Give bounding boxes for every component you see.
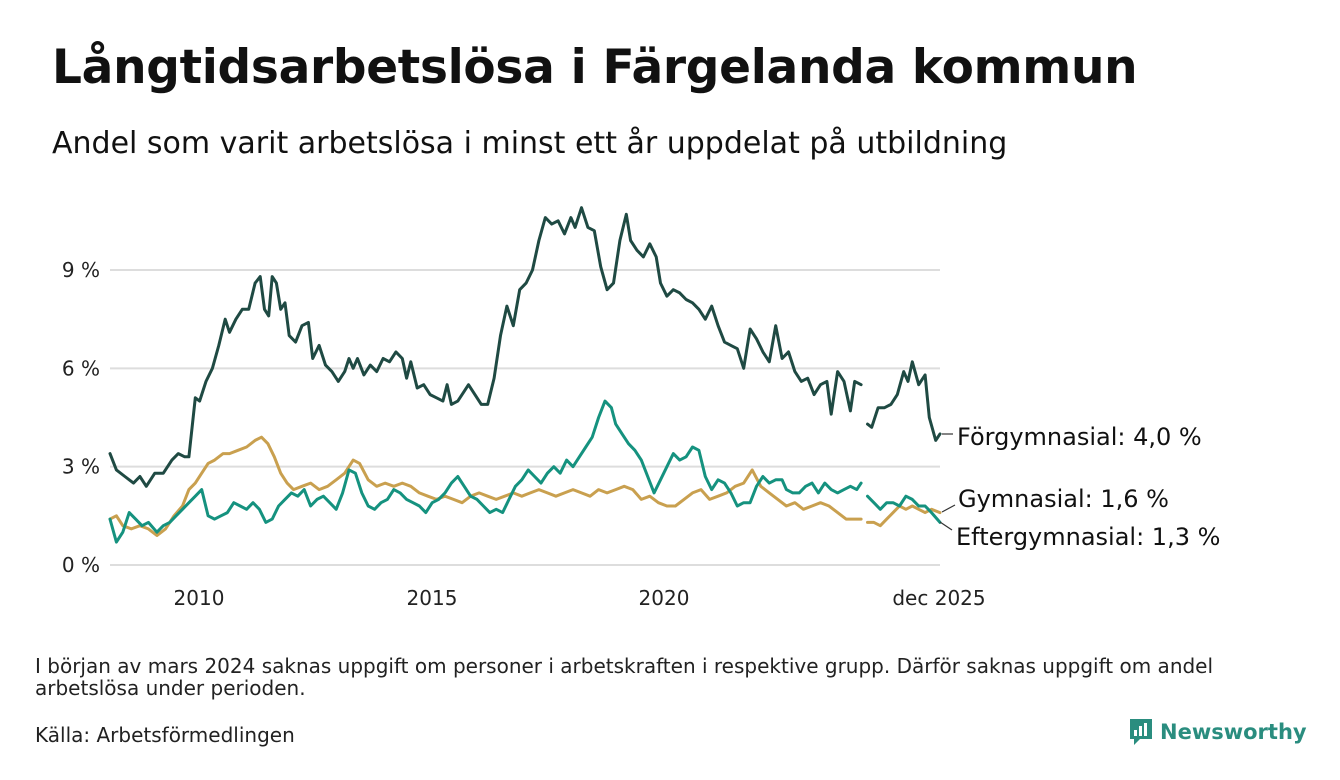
line-gymnasial-before-gap xyxy=(108,435,863,537)
y-axis: 0 % 3 % 6 % 9 % xyxy=(62,258,100,577)
line-chart: 0 % 3 % 6 % 9 % 2010 2015 2020 dec 2025 Gymnas… xyxy=(62,206,1220,610)
y-tick-label-3: 3 % xyxy=(62,455,100,479)
label-connector-gymnasial xyxy=(941,504,956,513)
series-label-forgymnasial: Förgymnasial: 4,0 % xyxy=(957,423,1202,451)
x-tick-label-2010: 2010 xyxy=(174,586,225,610)
series-labels: Gymnasial: 1,6 % Eftergymnasial: 1,3 % För… xyxy=(939,423,1220,551)
series-label-eftergymnasial: Eftergymnasial: 1,3 % xyxy=(956,523,1220,551)
line-gymnasial-after-gap xyxy=(866,504,942,528)
x-tick-label-2020: 2020 xyxy=(639,586,690,610)
line-forgymnasial-after-gap xyxy=(866,360,942,442)
x-axis: 2010 2015 2020 dec 2025 xyxy=(174,586,986,610)
x-tick-label-2015: 2015 xyxy=(407,586,458,610)
x-tick-label-2026: dec 2025 xyxy=(892,586,985,610)
source-note: Källa: Arbetsförmedlingen xyxy=(35,723,295,747)
series-lines xyxy=(108,206,942,544)
newsworthy-logo-icon xyxy=(1130,719,1152,745)
chart-title: Långtidsarbetslösa i Färgelanda kommun xyxy=(52,40,1138,95)
y-tick-label-9: 9 % xyxy=(62,258,100,282)
brand-logo: Newsworthy xyxy=(1128,717,1307,747)
line-eftergymnasial-after-gap xyxy=(866,494,942,524)
line-forgymnasial-before-gap xyxy=(108,206,863,488)
line-eftergymnasial-before-gap xyxy=(108,399,863,544)
y-tick-label-0: 0 % xyxy=(62,553,100,577)
y-tick-label-6: 6 % xyxy=(62,356,100,380)
label-connector-eftergymnasial xyxy=(939,521,953,531)
chart-subtitle: Andel som varit arbetslösa i minst ett å… xyxy=(52,126,1008,161)
brand-name: Newsworthy xyxy=(1160,720,1307,744)
footnote: I början av mars 2024 saknas uppgift om … xyxy=(35,654,1214,700)
series-label-gymnasial: Gymnasial: 1,6 % xyxy=(958,485,1169,513)
grid-lines xyxy=(110,269,940,566)
